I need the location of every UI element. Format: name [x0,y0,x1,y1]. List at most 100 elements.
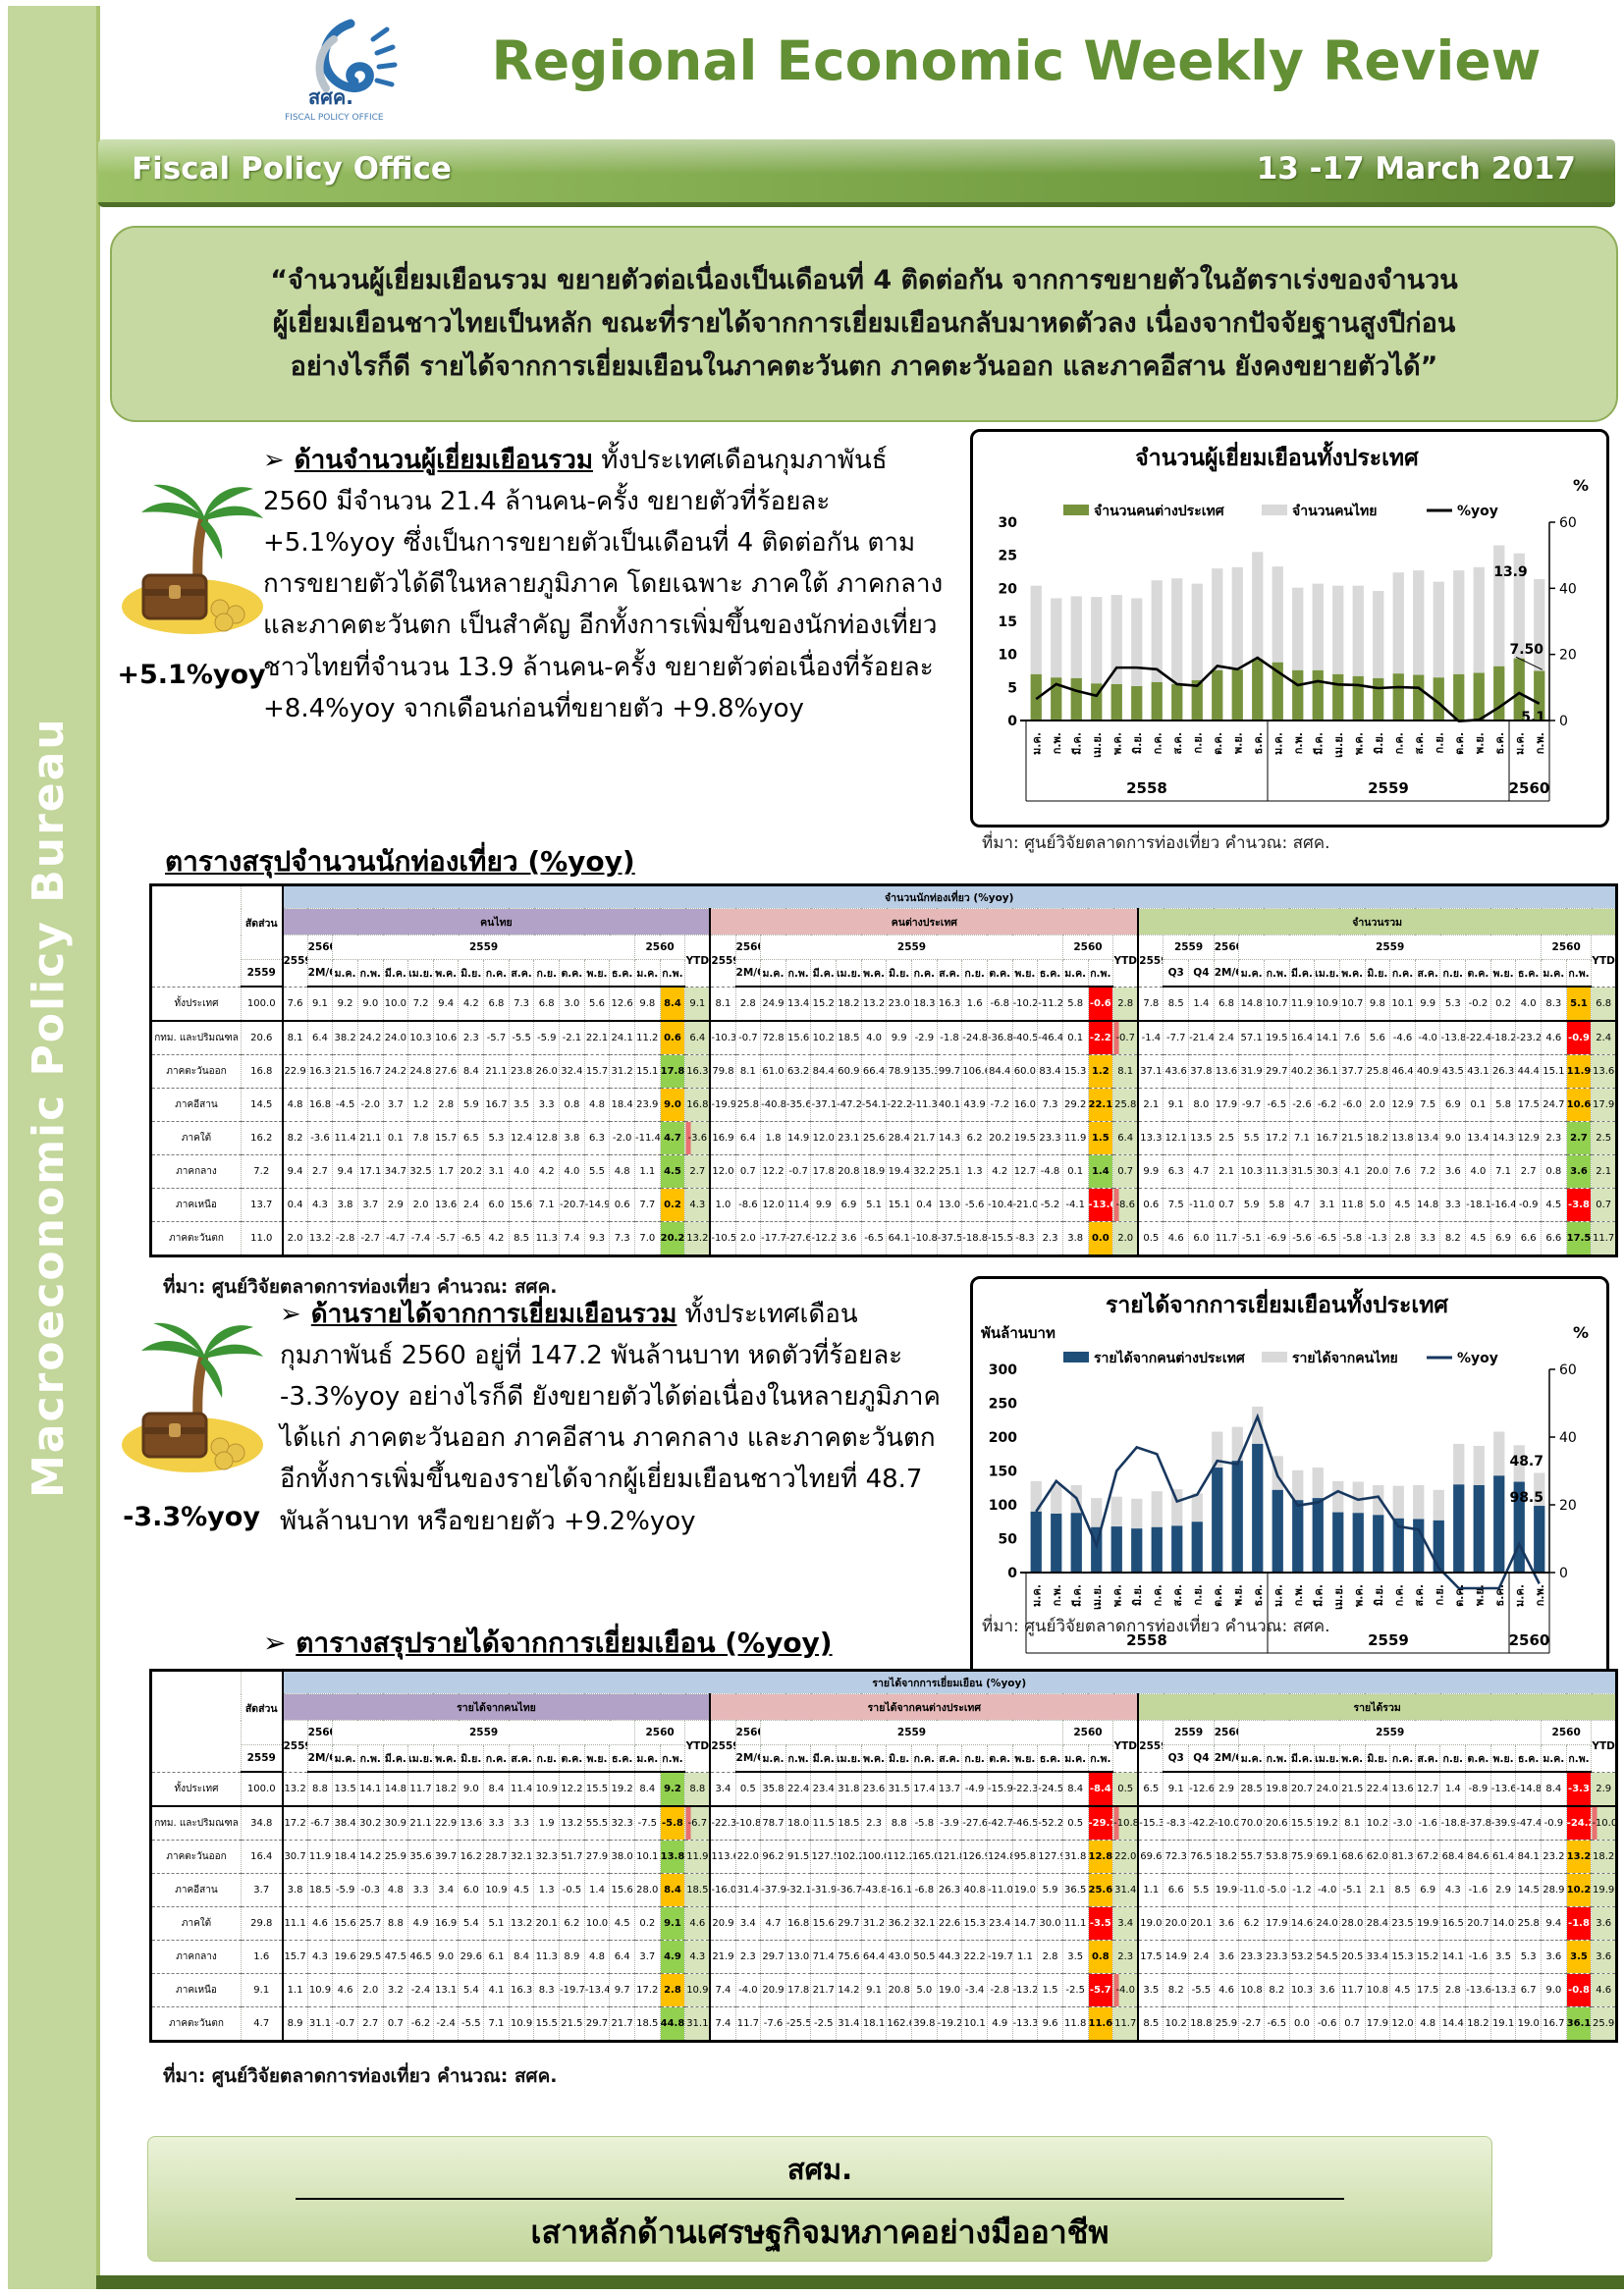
table-header-cell: พ.ค. [860,959,888,988]
table-cell: 15.1 [633,1054,661,1089]
table-cell: 16.7 [356,1054,384,1089]
table-cell: 1.4 [1087,1154,1114,1189]
table-cell: 23.9 [633,1088,661,1122]
table-cell: 7.6 [281,986,308,1022]
table-cell: 12.4 [508,1121,535,1155]
table-cell: 31.9 [1238,1054,1265,1089]
table-cell: -0.6 [1087,986,1114,1022]
table-cell: 17.8 [810,1154,838,1189]
palm-tree-money-icon-2 [114,1298,271,1499]
table-cell: 7.3 [609,1221,635,1256]
table-cell: 16.8 [306,1088,334,1122]
table-cell: 1.1 [633,1154,661,1189]
table-cell: -16.4 [1489,1188,1517,1222]
table-header-cell: รายได้จากการเยี่ยมเยือน (%yoy) [281,1670,1617,1694]
table-cell: 13.2 [559,1805,585,1841]
table-cell: 2.9 [1591,1771,1617,1807]
svg-text:มิ.ย.: มิ.ย. [1131,732,1144,754]
table-cell: -36.7 [836,1873,862,1907]
table-cell: 4.7 [1288,1188,1316,1222]
section1-body: ทั้งประเทศเดือนกุมภาพันธ์ 2560 มีจำนวน 2… [263,446,944,723]
table-cell: 6.2 [559,1906,585,1941]
table-cell: 162.6 [886,2006,913,2042]
table-cell: -24.5 [1037,1771,1063,1807]
table-cell: 4.0 [1465,1154,1491,1189]
table-cell: 127.9 [1037,1840,1063,1874]
banner: Fiscal Policy Office 13 -17 March 2017 [98,139,1615,207]
svg-text:0: 0 [1007,714,1017,729]
svg-text:ก.พ.: ก.พ. [1534,1584,1546,1606]
table-cell: -1.6 [1465,1873,1491,1907]
table-cell: 2.1 [1213,1154,1240,1189]
svg-text:ธ.ค.: ธ.ค. [1493,1584,1506,1606]
table-cell: 23.6 [860,1771,888,1807]
table-cell: 4.6 [332,1973,358,2007]
table-cell: 0.7 [1112,1154,1139,1189]
table-row: ภาคอีสาน 3.7 3.8 18.5 -5.9 -0.3 4.8 3.3 3.4 6.0 10… [150,1873,1617,1907]
table-cell: 6.8 [1213,986,1240,1022]
table-cell: 19.8 [1263,1771,1290,1807]
svg-text:250: 250 [989,1397,1017,1413]
table-cell: 7.1 [1288,1121,1316,1155]
footer-org: สศม. [786,2153,853,2186]
table-header-cell: 2560 [1061,934,1114,960]
table-cell: 10.9 [1314,986,1340,1022]
svg-text:2559: 2559 [1368,1631,1409,1649]
table-cell: -6.2 [407,2006,434,2042]
table-cell: 3.5 [1489,1940,1517,1974]
table-cell: 0.1 [382,1121,409,1155]
table-header-cell: มี.ค. [1288,959,1316,988]
table-cell: 24.0 [382,1020,409,1055]
table-cell: 22.1 [583,1020,611,1055]
table-header-cell: ก.ย. [533,959,561,988]
table-cell: 9.0 [1439,1121,1467,1155]
table-cell: 4.3 [1439,1873,1467,1907]
table-cell: 68.6 [1338,1840,1366,1874]
table-cell: 14.1 [356,1771,384,1807]
table-cell: 32.3 [533,1840,561,1874]
svg-text:จำนวนคนไทย: จำนวนคนไทย [1292,502,1377,519]
table-cell: 24.9 [760,986,786,1022]
table-cell: -3.6 [684,1121,711,1155]
region-label: ภาคกลาง [150,1940,242,1974]
table-cell: 95.8 [1011,1840,1039,1874]
table-cell: 4.5 [1541,1188,1567,1222]
table-cell: 28.0 [1338,1906,1366,1941]
table-header-cell: ก.พ. [785,1744,812,1773]
table-cell: 3.7 [633,1940,661,1974]
table-cell: 3.5 [1061,1940,1089,1974]
table-cell: 21.5 [332,1054,358,1089]
table-cell: -13.8 [1439,1020,1467,1055]
table-cell: 9.4 [332,1154,358,1189]
table-cell: 4.6 [1591,1973,1617,2007]
table-cell: -0.6 [1314,2006,1340,2042]
table-cell: 29.7 [583,2006,611,2042]
table-cell: 18.8 [1188,2006,1215,2042]
table-cell: 0.2 [1489,986,1517,1022]
revenue-chart-frame: รายได้จากการเยี่ยมเยือนทั้งประเทศ พันล้าน… [970,1276,1609,1680]
svg-text:20: 20 [999,581,1018,597]
table-header-cell: YTD [684,1720,711,1773]
table-cell: 38.4 [332,1805,358,1841]
table-cell: 4.6 [1541,1020,1567,1055]
table-header-cell: ม.ค. [633,1744,661,1773]
table-cell: 36.5 [1061,1873,1089,1907]
table-cell: 75.6 [836,1940,862,1974]
table-header-cell: 2560 [734,1720,762,1745]
table-cell: -5.8 [911,1805,938,1841]
table-cell: 20.6 [1263,1805,1290,1841]
table-cell: 16.8 [785,1906,812,1941]
region-label: ภาคอีสาน [150,1873,242,1907]
table-cell: 2.1 [1364,1873,1391,1907]
table-cell: 15.5 [533,2006,561,2042]
table-cell: 70.0 [1238,1805,1265,1841]
table-header-cell: 2559 [332,1720,635,1745]
table-cell: 8.2 [281,1121,308,1155]
table-header-cell: 2560 [734,934,762,960]
table-cell: 12.8 [1087,1840,1114,1874]
table-cell: 13.2 [508,1906,535,1941]
growth-badge-visitors: +5.1%yoy [117,660,266,690]
table-header-cell: 2560 [1213,934,1240,960]
table-cell: 7.1 [533,1188,561,1222]
table-header-cell: ก.ค. [483,1744,510,1773]
